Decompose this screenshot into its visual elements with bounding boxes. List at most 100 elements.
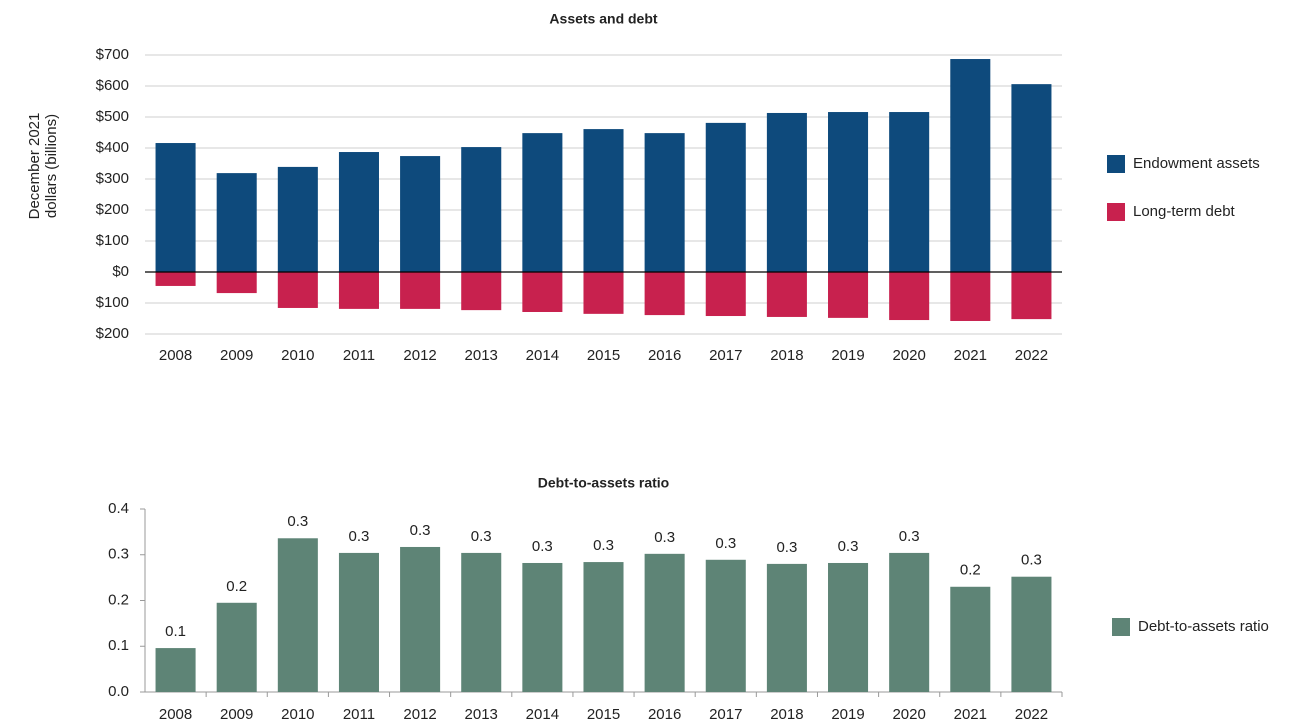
x-tick-label: 2011 xyxy=(343,706,375,723)
x-tick-label: 2018 xyxy=(770,347,803,364)
x-tick-label: 2015 xyxy=(587,347,620,364)
x-tick-label: 2012 xyxy=(403,706,436,723)
chart-title: Assets and debt xyxy=(549,11,657,27)
bar xyxy=(461,272,502,311)
x-tick-label: 2013 xyxy=(465,347,498,364)
bar xyxy=(644,553,685,692)
y-tick-label: $200 xyxy=(96,201,129,218)
bar xyxy=(950,272,991,321)
bar xyxy=(522,272,563,312)
y-tick-label: $200 xyxy=(96,325,129,342)
bar xyxy=(889,112,930,272)
bar xyxy=(400,156,441,272)
x-tick-label: 2018 xyxy=(770,706,803,723)
bar xyxy=(277,272,318,308)
x-tick-label: 2017 xyxy=(709,347,742,364)
bar xyxy=(1011,84,1052,272)
y-tick-label: 0.2 xyxy=(108,591,129,608)
legend-swatch xyxy=(1107,203,1125,221)
bar xyxy=(828,562,869,692)
bar xyxy=(950,59,991,272)
bar xyxy=(461,552,502,692)
y-tick-label: 0.3 xyxy=(108,546,129,563)
bar xyxy=(522,133,563,272)
x-tick-label: 2014 xyxy=(526,347,559,364)
bar xyxy=(889,272,930,321)
x-tick-label: 2011 xyxy=(343,347,375,364)
bar xyxy=(1011,272,1052,320)
bar xyxy=(705,272,746,317)
value-label: 0.3 xyxy=(715,535,736,552)
x-tick-label: 2009 xyxy=(220,706,253,723)
bar xyxy=(766,563,807,692)
value-label: 0.3 xyxy=(410,522,431,539)
x-tick-label: 2022 xyxy=(1015,706,1048,723)
value-label: 0.2 xyxy=(226,578,247,595)
y-tick-label: $100 xyxy=(96,294,129,311)
bar xyxy=(950,586,991,692)
bar xyxy=(644,133,685,272)
bar xyxy=(155,272,196,286)
x-tick-label: 2012 xyxy=(403,347,436,364)
value-label: 0.3 xyxy=(776,539,797,556)
bar xyxy=(216,272,257,294)
bar xyxy=(583,129,624,272)
x-tick-label: 2010 xyxy=(281,347,314,364)
x-tick-label: 2021 xyxy=(954,347,987,364)
legend-swatch xyxy=(1112,618,1130,636)
chart-title: Debt-to-assets ratio xyxy=(538,475,669,491)
bar xyxy=(766,272,807,317)
value-label: 0.3 xyxy=(471,528,492,545)
y-tick-label: $600 xyxy=(96,77,129,94)
legend-label: Endowment assets xyxy=(1133,155,1260,172)
x-tick-label: 2009 xyxy=(220,347,253,364)
x-tick-label: 2019 xyxy=(831,706,864,723)
x-tick-label: 2017 xyxy=(709,706,742,723)
value-label: 0.3 xyxy=(593,537,614,554)
bar xyxy=(338,552,379,692)
legend-swatch xyxy=(1107,155,1125,173)
x-tick-label: 2016 xyxy=(648,706,681,723)
legend-label: Long-term debt xyxy=(1133,203,1236,220)
y-tick-label: $500 xyxy=(96,108,129,125)
x-tick-label: 2020 xyxy=(892,347,925,364)
bar xyxy=(400,546,441,692)
legend-label: Debt-to-assets ratio xyxy=(1138,618,1269,635)
y-tick-label: $400 xyxy=(96,139,129,156)
x-tick-label: 2014 xyxy=(526,706,559,723)
bar xyxy=(338,272,379,309)
bar xyxy=(277,538,318,692)
bar xyxy=(216,602,257,692)
bar xyxy=(644,272,685,316)
bar xyxy=(583,562,624,692)
x-tick-label: 2010 xyxy=(281,706,314,723)
y-tick-label: 0.4 xyxy=(108,500,129,517)
y-tick-label: $700 xyxy=(96,46,129,63)
bar xyxy=(277,166,318,272)
bar xyxy=(766,112,807,272)
value-label: 0.3 xyxy=(287,513,308,530)
value-label: 0.3 xyxy=(654,529,675,546)
x-tick-label: 2019 xyxy=(831,347,864,364)
x-tick-label: 2020 xyxy=(892,706,925,723)
x-tick-label: 2013 xyxy=(465,706,498,723)
bar xyxy=(522,562,563,692)
bar xyxy=(155,143,196,272)
bar xyxy=(338,152,379,272)
value-label: 0.1 xyxy=(165,623,186,640)
x-tick-label: 2016 xyxy=(648,347,681,364)
value-label: 0.3 xyxy=(838,538,859,555)
bar xyxy=(216,173,257,272)
y-tick-label: $300 xyxy=(96,170,129,187)
bar xyxy=(155,648,196,692)
value-label: 0.3 xyxy=(1021,552,1042,569)
y-tick-label: 0.0 xyxy=(108,683,129,700)
value-label: 0.3 xyxy=(349,528,370,545)
bar xyxy=(889,552,930,692)
x-tick-label: 2022 xyxy=(1015,347,1048,364)
x-tick-label: 2008 xyxy=(159,347,192,364)
x-tick-label: 2021 xyxy=(954,706,987,723)
x-tick-label: 2008 xyxy=(159,706,192,723)
